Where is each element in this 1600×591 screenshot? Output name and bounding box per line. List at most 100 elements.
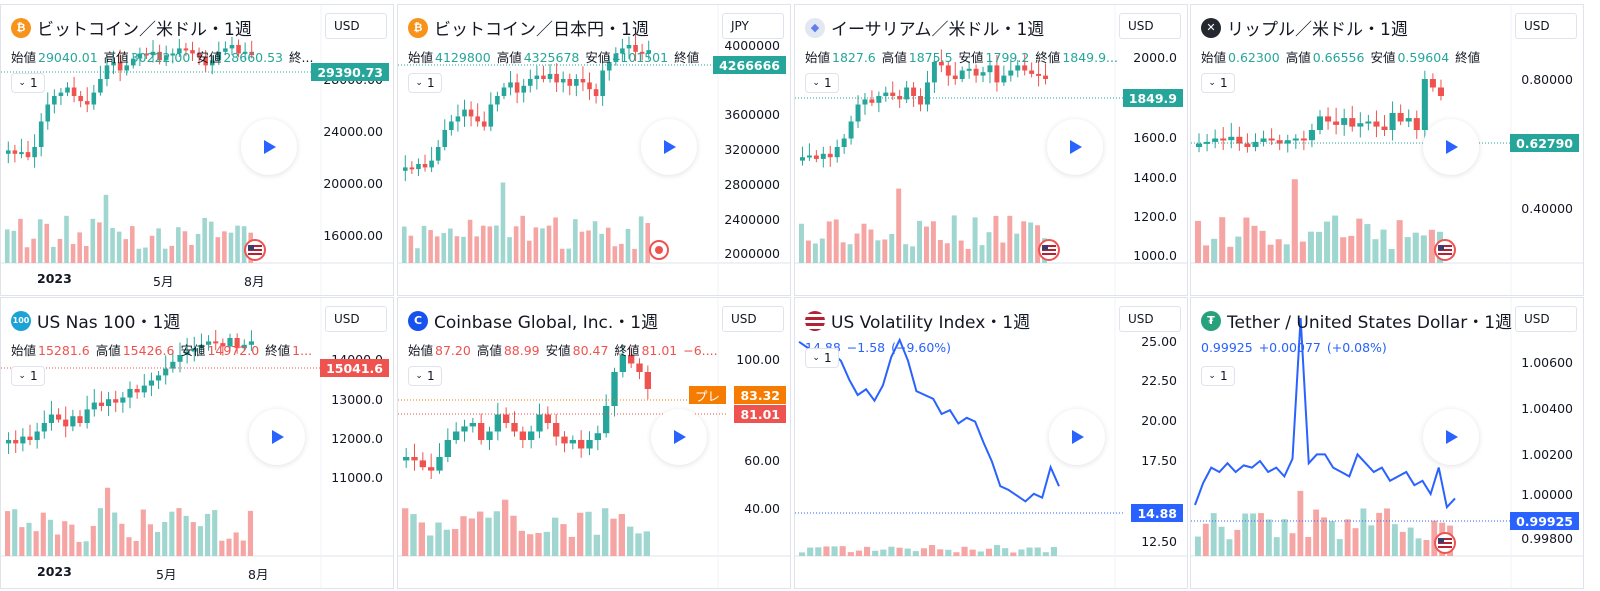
y-axis-tick-label: 100.00 (736, 352, 780, 367)
us-market-flag-icon[interactable] (1434, 239, 1456, 261)
interval-toggle-button[interactable]: ⌄ 1 (11, 73, 45, 93)
volume-bar (1000, 242, 1006, 263)
volume-bar (112, 512, 118, 556)
volume-bar (247, 510, 253, 556)
volume-bar (208, 221, 214, 263)
currency-selector[interactable]: JPY (722, 13, 784, 39)
price-chart[interactable] (795, 5, 1188, 296)
chart-panel[interactable]: US Volatility Index・1週 14.88 −1.58 (−9.60%)… (794, 297, 1188, 589)
volume-bar (799, 552, 806, 556)
interval-toggle-button[interactable]: ⌄ 1 (805, 73, 839, 93)
symbol-title[interactable]: ₮ Tether / United States Dollar・1週 (1201, 308, 1512, 333)
volume-bar (920, 548, 927, 556)
y-axis-tick-label: 1400.0 (1133, 170, 1177, 185)
volume-bar (864, 546, 871, 556)
chart-panel[interactable]: C Coinbase Global, Inc.・1週 始値 87.20 高値 88.99 安… (397, 297, 791, 589)
symbol-title[interactable]: US Volatility Index・1週 (805, 308, 1030, 333)
play-button[interactable] (651, 409, 707, 465)
interval-toggle-button[interactable]: ⌄ 1 (1201, 366, 1235, 386)
candle-body (113, 399, 119, 403)
play-button[interactable] (1049, 409, 1105, 465)
candle-body (38, 121, 44, 147)
candle-body (12, 150, 18, 154)
currency-selector[interactable]: USD (1119, 13, 1181, 39)
market-session-icon[interactable] (648, 239, 670, 261)
play-button[interactable] (1423, 409, 1479, 465)
chart-panel[interactable]: ₿ ビットコイン／日本円・1週始値 4129800 高値 4325678 安値 410150… (397, 4, 791, 296)
ripple-icon: ✕ (1201, 17, 1221, 38)
currency-selector[interactable]: USD (325, 13, 387, 39)
y-axis-tick-label: 24000.00 (323, 124, 383, 139)
volume-bar (972, 217, 978, 263)
volume-bar (1356, 218, 1363, 263)
us-market-flag-icon[interactable] (1038, 239, 1060, 261)
volume-bar (586, 230, 591, 263)
volume-bar (961, 546, 968, 556)
chart-panel[interactable]: ◆ イーサリアム／米ドル・1週始値 1827.6 高値 1875.5 安値 1799.2 終値… (794, 4, 1188, 296)
symbol-title[interactable]: ✕ リップル／米ドル・1週 (1201, 15, 1408, 40)
ohlc-pct: (−9.60%) (891, 340, 952, 355)
y-axis-tick-label: 20000.00 (323, 176, 383, 191)
play-button[interactable] (249, 409, 305, 465)
play-icon (272, 430, 284, 444)
ohlc-legend: 始値 4129800 高値 4325678 安値 4101501 終値 (408, 47, 701, 66)
symbol-title[interactable]: 100 US Nas 100・1週 (11, 308, 180, 333)
currency-selector[interactable]: USD (1515, 13, 1577, 39)
volume-bar (12, 509, 18, 556)
symbol-title[interactable]: ₿ ビットコイン／米ドル・1週 (11, 15, 252, 40)
candle-body (48, 414, 54, 423)
interval-toggle-button[interactable]: ⌄ 1 (408, 366, 442, 386)
play-button[interactable] (1047, 119, 1103, 175)
chart-panel[interactable]: ✕ リップル／米ドル・1週 始値 0.62300 高値 0.66556 安値 0.59604 終… (1190, 4, 1584, 296)
volume-bar (861, 223, 867, 263)
volume-bar (1307, 231, 1314, 263)
us-market-flag-icon[interactable] (1434, 532, 1456, 554)
chart-panel[interactable]: 100 US Nas 100・1週 始値 15281.6 高値 15426.6 安値 1497… (0, 297, 394, 589)
symbol-title[interactable]: ◆ イーサリアム／米ドル・1週 (805, 15, 1044, 40)
currency-selector[interactable]: USD (325, 306, 387, 332)
volume-bar (1368, 525, 1375, 556)
y-axis-tick-label: 22.50 (1141, 373, 1177, 388)
price-chart[interactable] (398, 5, 791, 296)
currency-selector[interactable]: USD (1119, 306, 1181, 332)
interval-toggle-button[interactable]: ⌄ 1 (805, 348, 839, 368)
play-icon (1072, 430, 1084, 444)
currency-selector[interactable]: USD (1515, 306, 1577, 332)
symbol-title[interactable]: C Coinbase Global, Inc.・1週 (408, 308, 658, 333)
volume-bar (593, 534, 600, 556)
us-market-flag-icon[interactable] (244, 239, 266, 261)
play-button[interactable] (241, 119, 297, 175)
chart-panel[interactable]: ₿ ビットコイン／米ドル・1週 始値 29040.01 高値 30222.00 安値 2866… (0, 4, 394, 296)
candle-body (455, 116, 461, 122)
volume-bar (5, 511, 11, 556)
volume-bar (958, 240, 964, 263)
candle-body (855, 104, 861, 122)
interval-toggle-button[interactable]: ⌄ 1 (11, 366, 45, 386)
candle-body (911, 87, 917, 96)
volume-bar (823, 546, 830, 556)
symbol-title[interactable]: ₿ ビットコイン／日本円・1週 (408, 15, 649, 40)
price-chart[interactable] (398, 298, 791, 589)
last-price-badge: 15041.6 (320, 359, 389, 377)
price-chart[interactable] (1, 5, 394, 296)
interval-toggle-button[interactable]: ⌄ 1 (1201, 73, 1235, 93)
price-chart[interactable] (795, 298, 1188, 589)
ohlc-h_label: 高値 (103, 50, 129, 65)
play-button[interactable] (641, 119, 697, 175)
candle-body (1381, 126, 1388, 130)
volume-bar (410, 514, 417, 556)
volume-bar (602, 508, 609, 556)
volume-bar (1360, 508, 1367, 556)
price-chart[interactable] (1, 298, 394, 589)
interval-toggle-button[interactable]: ⌄ 1 (408, 73, 442, 93)
volume-bar (1035, 225, 1041, 263)
candle-body (468, 109, 474, 117)
volume-bar (889, 234, 895, 263)
currency-selector[interactable]: USD (722, 306, 784, 332)
volume-bar (19, 527, 25, 556)
ohlc-legend: 始値 1827.6 高値 1875.5 安値 1799.2 終値 1849.9... (805, 47, 1124, 66)
volume-bar (222, 231, 227, 263)
play-button[interactable] (1423, 119, 1479, 175)
volume-bar (930, 221, 936, 263)
chart-panel[interactable]: ₮ Tether / United States Dollar・1週 0.99925… (1190, 297, 1584, 589)
